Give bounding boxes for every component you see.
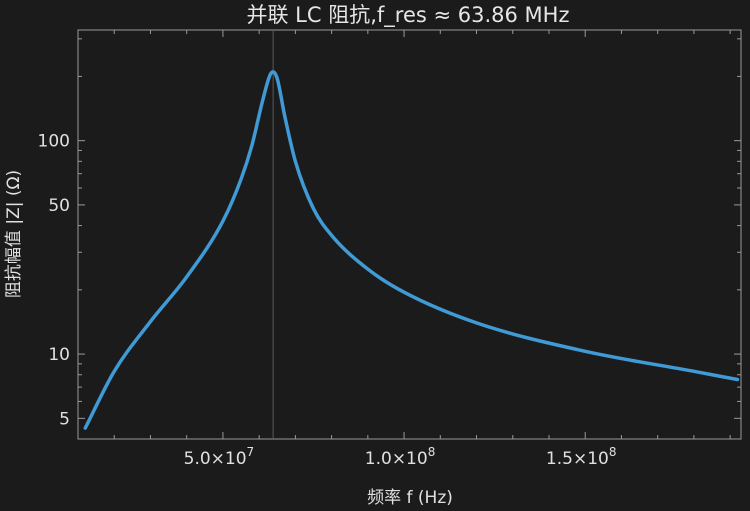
x-tick-label: 1.5×108: [546, 445, 617, 469]
y-axis-ticks: 5 10 50 100: [38, 38, 741, 440]
x-tick-label: 5.0×107: [184, 445, 255, 469]
y-tick-label: 50: [48, 196, 70, 216]
y-tick-label: 5: [59, 409, 70, 429]
chart-title: 并联 LC 阻抗,f_res ≈ 63.86 MHz: [247, 3, 570, 28]
x-axis-ticks: 5.0×107 1.0×108 1.5×108: [113, 30, 731, 469]
plot-frame: [77, 29, 742, 440]
series-line-0: [83, 70, 740, 430]
x-tick-label: 1.0×108: [365, 445, 436, 469]
y-tick-label: 100: [38, 132, 70, 152]
y-axis-label: 阻抗幅值 |Z| (Ω): [4, 170, 24, 298]
series-layer: [83, 70, 740, 430]
y-tick-label: 10: [48, 345, 70, 365]
x-axis-label: 频率 f (Hz): [367, 488, 453, 508]
